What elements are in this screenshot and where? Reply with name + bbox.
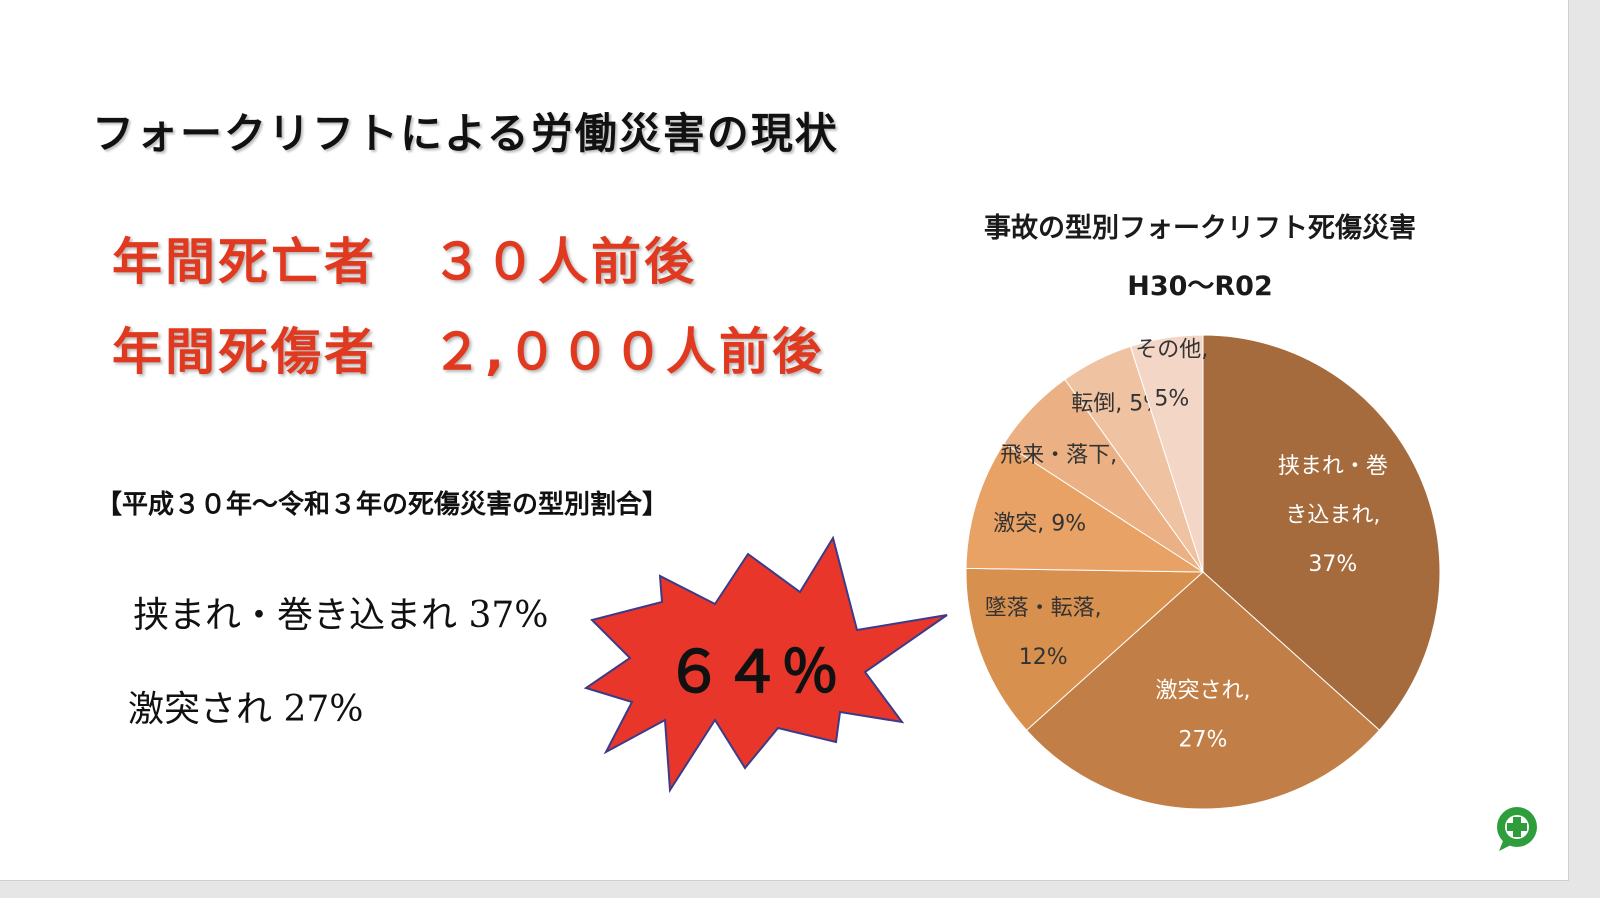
burst-percentage-text: ６４％ <box>665 638 839 706</box>
struck-by-bullet: 激突され 27% <box>128 689 364 730</box>
pie-slice <box>1129 334 1204 573</box>
explosion-burst-callout: ６４％ <box>583 535 948 794</box>
annual-injuries-label: 年間死傷者 <box>112 323 377 381</box>
pie-slice-label: 挟まれ・巻き込まれ, 37% <box>1278 454 1388 577</box>
caught-in-bullet: 挟まれ・巻き込まれ 37% <box>133 595 549 636</box>
pie-slice-label: その他, 5% <box>1135 337 1208 411</box>
pie-slice <box>1025 571 1381 810</box>
explosion-burst-shape <box>583 535 948 794</box>
pie-slice-label: 激突, 9% <box>993 511 1086 536</box>
pie-slice-label: 墜落・転落, 12% <box>985 596 1102 670</box>
pie-slice <box>1202 334 1441 731</box>
slide: フォークリフトによる労働災害の現状 年間死亡者 ３０人前後 年間死傷者 ２,０００人… <box>0 0 1569 881</box>
slide-title: フォークリフトによる労働災害の現状 <box>92 109 839 158</box>
pie-slice <box>965 567 1205 731</box>
annual-deaths-stat: 年間死亡者 ３０人前後 <box>112 222 697 294</box>
annual-injuries-value: ２,０００人前後 <box>432 323 825 381</box>
green-plus-badge-icon <box>1497 807 1537 851</box>
annual-deaths-label: 年間死亡者 <box>112 233 377 291</box>
period-subheading: 【平成３０年～令和３年の死傷災害の型別割合】 <box>96 490 669 520</box>
pie-slice <box>965 442 1205 573</box>
pie-slice-label: 激突され, 27% <box>1156 679 1251 753</box>
chart-subtitle: H30～R02 <box>1127 271 1273 302</box>
annual-injuries-stat: 年間死傷者 ２,０００人前後 <box>112 312 825 384</box>
annual-deaths-value: ３０人前後 <box>432 233 697 291</box>
chart-title: 事故の型別フォークリフト死傷災害 <box>984 213 1416 244</box>
pie-chart: 挟まれ・巻き込まれ, 37%激突され, 27%墜落・転落, 12%激突, 9%飛来・落… <box>965 334 1441 810</box>
